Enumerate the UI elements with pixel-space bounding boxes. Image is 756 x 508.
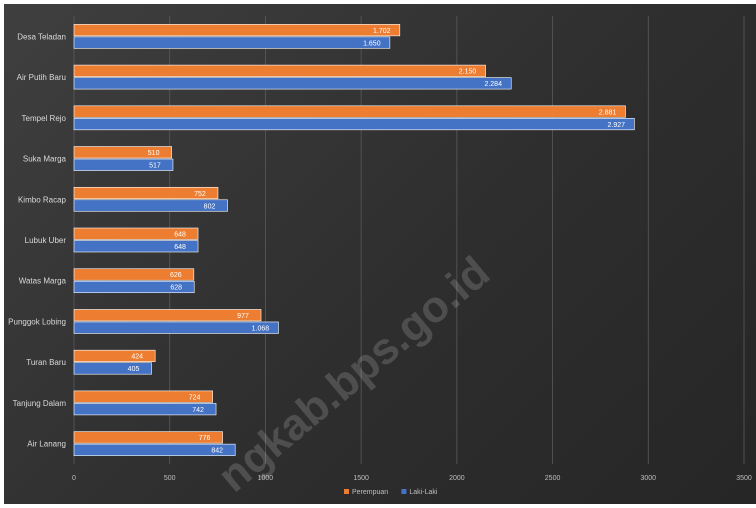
data-label: 648: [174, 232, 186, 239]
bar: [73, 268, 195, 281]
data-label: 2.881: [599, 109, 617, 116]
bar: [73, 362, 152, 375]
bar: [73, 227, 199, 240]
category-label: Turan Baru: [26, 358, 66, 367]
x-tick-label: 3500: [736, 475, 752, 482]
category-label: Kimbo Racap: [18, 195, 67, 204]
bar: [73, 349, 156, 362]
bar-chart: 0 500 1000 1500 2000 2500 3000 3500 Desa Teladan…: [8, 16, 752, 502]
data-label: 2.927: [608, 122, 626, 129]
data-label: 626: [170, 272, 182, 279]
x-tick-label: 0: [72, 475, 76, 482]
bars: [73, 24, 635, 456]
bar: [73, 64, 486, 77]
data-label: 752: [194, 191, 206, 198]
data-label: 776: [199, 435, 211, 442]
data-label: 1.702: [373, 28, 391, 35]
category-label: Desa Teladan: [17, 32, 66, 41]
bar: [73, 146, 172, 159]
legend-label: Laki-Laki: [409, 489, 437, 496]
x-tick-label: 500: [164, 475, 176, 482]
legend-label: Perempuan: [352, 489, 388, 496]
data-label: 2.150: [459, 69, 477, 76]
bar: [73, 431, 223, 444]
bar: [73, 158, 174, 171]
data-label: 977: [237, 313, 249, 320]
data-label: 724: [189, 394, 201, 401]
data-label: 742: [192, 407, 204, 414]
bar: [73, 321, 279, 334]
bar: [73, 24, 401, 37]
category-label: Tempel Rejo: [22, 114, 67, 123]
data-label: 802: [204, 203, 216, 210]
data-label: 1.650: [363, 40, 381, 47]
category-label: Air Putih Baru: [17, 73, 66, 82]
data-label: 2.284: [484, 81, 502, 88]
labels: 0 500 1000 1500 2000 2500 3000 3500 Desa Teladan…: [8, 28, 752, 482]
bar: [73, 443, 236, 456]
bar: [73, 280, 195, 294]
legend-swatch: [401, 489, 407, 494]
legend: Perempuan Laki-Laki: [344, 489, 438, 496]
x-tick-label: 1500: [353, 475, 369, 482]
bar: [73, 36, 391, 49]
watermark-text: ngkab.bps.go.id: [209, 247, 499, 501]
bar: [73, 199, 228, 212]
data-label: 405: [128, 366, 140, 373]
bar: [73, 390, 213, 403]
legend-swatch: [344, 489, 349, 494]
x-tick-label: 1000: [258, 475, 274, 482]
data-label: 1.068: [252, 325, 270, 332]
category-label: Air Lanang: [27, 440, 66, 449]
category-label: Tanjung Dalam: [13, 399, 67, 408]
bar: [73, 105, 626, 118]
data-label: 424: [131, 354, 143, 361]
category-label: Suka Marga: [23, 155, 67, 164]
category-label: Lubuk Uber: [25, 236, 67, 245]
bar: [73, 403, 217, 416]
data-label: 648: [174, 244, 186, 251]
bar: [73, 309, 262, 322]
category-label: Watas Marga: [19, 277, 67, 286]
chart-area: 0 500 1000 1500 2000 2500 3000 3500 Desa Teladan…: [4, 4, 756, 504]
bar: [73, 186, 219, 200]
data-label: 510: [148, 150, 160, 157]
grid-lines: [73, 16, 745, 464]
data-label: 517: [149, 163, 161, 170]
x-tick-label: 3000: [640, 475, 656, 482]
bar: [73, 240, 199, 253]
bar: [73, 118, 635, 131]
x-tick-label: 2500: [545, 475, 561, 482]
category-label: Punggok Lobing: [8, 317, 66, 326]
data-label: 842: [211, 448, 223, 455]
bar: [73, 77, 512, 90]
data-label: 628: [170, 285, 182, 292]
x-tick-label: 2000: [449, 475, 465, 482]
